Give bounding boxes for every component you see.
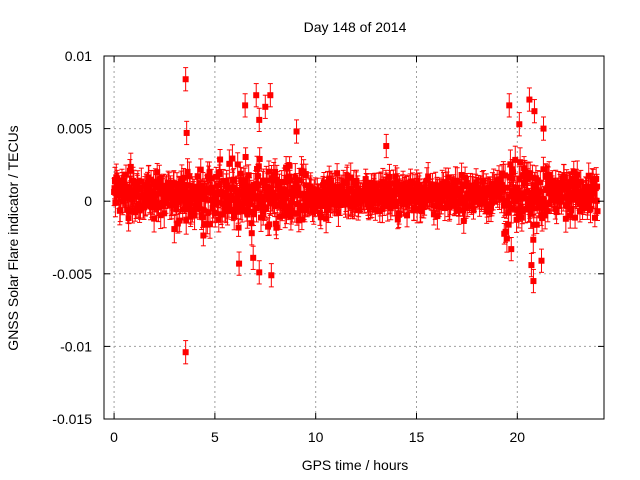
x-tick-label: 5 [211,429,219,445]
data-point [512,145,519,175]
data-point [235,218,242,237]
data-point [182,340,189,365]
data-point [256,260,263,285]
data-point [516,112,523,137]
data-point [508,237,515,262]
data-points [111,67,601,365]
data-point [268,263,275,288]
x-axis-label: GPS time / hours [302,457,409,473]
data-point [253,83,260,108]
chart-title: Day 148 of 2014 [304,19,407,35]
axis-ticks [104,55,604,420]
y-tick-label: -0.01 [60,338,92,354]
data-point [538,248,545,273]
data-point [293,119,300,144]
y-tick-label: -0.015 [52,411,92,427]
data-point [236,251,243,276]
plot-frame [103,55,605,420]
data-point [531,99,538,124]
data-point [250,245,257,270]
x-tick-labels: 0 5 10 15 20 [110,429,525,445]
x-tick-label: 15 [409,429,425,445]
data-point [256,147,263,171]
y-tick-labels: 0.01 0.005 0 -0.005 -0.01 -0.015 [52,48,92,427]
data-point [242,147,249,167]
y-tick-label: 0 [84,193,92,209]
data-point [183,120,190,146]
data-point [182,67,189,92]
data-point [262,94,269,119]
x-tick-label: 10 [308,429,324,445]
data-point [594,173,601,200]
data-point [528,252,535,278]
data-point [530,268,537,294]
data-point [242,93,249,118]
y-axis-label: GNSS Solar Flare indicator / TECUs [5,125,21,350]
data-point [383,133,390,159]
y-tick-label: -0.005 [52,266,92,282]
data-point [594,201,601,221]
y-tick-label: 0.01 [65,48,92,64]
data-point [267,83,274,108]
x-tick-label: 0 [110,429,118,445]
y-tick-label: 0.005 [57,121,92,137]
data-point [540,116,547,141]
data-point [256,107,263,133]
x-tick-label: 20 [510,429,526,445]
data-point [506,93,513,118]
data-point [526,87,533,112]
